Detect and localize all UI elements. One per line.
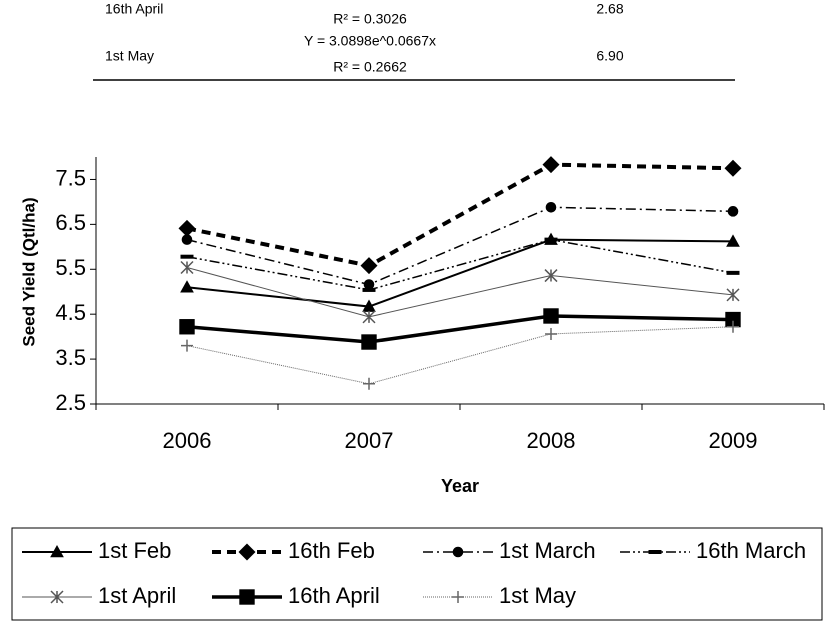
series-line xyxy=(186,238,734,291)
y-tick-label: 2.5 xyxy=(55,390,86,415)
marker xyxy=(542,156,560,174)
marker xyxy=(544,269,558,283)
marker xyxy=(726,234,740,247)
y-tick-label: 3.5 xyxy=(55,345,86,370)
table-r2: R² = 0.2662 xyxy=(333,59,407,75)
marker xyxy=(181,234,193,245)
table-row-name: 16th April xyxy=(105,1,163,17)
legend-label: 1st April xyxy=(98,583,176,608)
legend-box xyxy=(11,527,823,621)
marker xyxy=(180,254,194,259)
x-tick-label: 2006 xyxy=(163,428,212,453)
marker xyxy=(362,310,376,324)
marker xyxy=(545,327,557,340)
x-tick-label: 2008 xyxy=(527,428,576,453)
marker xyxy=(361,334,377,350)
legend-label: 16th Feb xyxy=(288,538,375,563)
marker xyxy=(180,280,194,293)
marker xyxy=(362,287,376,292)
y-tick-label: 7.5 xyxy=(55,165,86,190)
marker xyxy=(648,550,662,554)
marker xyxy=(727,320,739,333)
marker xyxy=(543,308,559,324)
series-line xyxy=(186,326,734,385)
legend-label: 1st March xyxy=(499,538,596,563)
marker xyxy=(727,206,739,217)
marker xyxy=(726,270,740,275)
marker xyxy=(179,319,195,335)
x-tick-label: 2007 xyxy=(345,428,394,453)
marker xyxy=(726,288,740,302)
y-tick-label: 5.5 xyxy=(55,255,86,280)
marker xyxy=(50,590,64,604)
legend-label: 16th March xyxy=(696,538,806,563)
series-line xyxy=(186,206,734,286)
legend-label: 1st May xyxy=(499,583,576,608)
series-line xyxy=(186,162,734,268)
y-tick-label: 4.5 xyxy=(55,300,86,325)
table-row-name: 1st May xyxy=(105,48,154,64)
series-line xyxy=(186,238,734,308)
table-equation: Y = 3.0898e^0.0667x xyxy=(304,33,436,49)
marker xyxy=(363,377,375,390)
series-line xyxy=(186,314,734,344)
table-value: 2.68 xyxy=(596,1,623,17)
table-value: 6.90 xyxy=(596,48,623,64)
marker xyxy=(452,546,464,558)
marker xyxy=(452,591,464,603)
marker xyxy=(239,589,255,605)
marker xyxy=(545,201,557,213)
legend-label: 16th April xyxy=(288,583,380,608)
y-axis-label: Seed Yield (Qtl/ha) xyxy=(19,197,38,346)
x-tick-label: 2009 xyxy=(709,428,758,453)
marker xyxy=(544,237,558,242)
series-line xyxy=(186,266,734,318)
marker xyxy=(238,543,256,561)
marker xyxy=(181,339,193,352)
table-r2: R² = 0.3026 xyxy=(333,11,407,27)
marker xyxy=(178,219,196,237)
y-tick-label: 6.5 xyxy=(55,210,86,235)
x-axis-label: Year xyxy=(441,476,479,496)
marker xyxy=(724,159,742,177)
marker xyxy=(363,279,375,290)
marker xyxy=(180,260,194,275)
marker xyxy=(50,544,64,558)
marker xyxy=(360,257,378,275)
legend-label: 1st Feb xyxy=(98,538,171,563)
